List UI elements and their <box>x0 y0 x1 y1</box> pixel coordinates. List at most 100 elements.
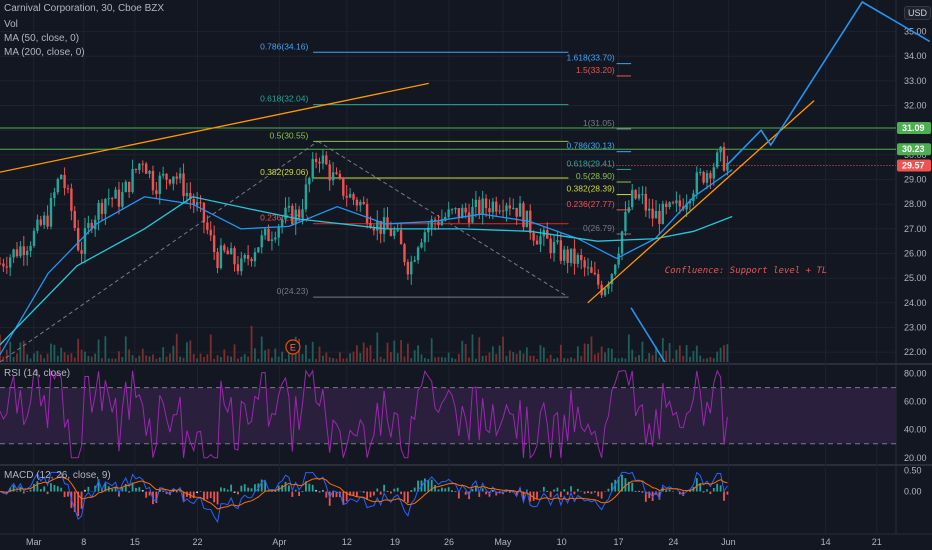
candle-body <box>423 232 427 243</box>
volume-bar <box>67 354 69 362</box>
macd-histogram-bar <box>155 491 158 503</box>
time-tick-label: 19 <box>390 537 400 547</box>
rsi-tick-label: 60.00 <box>904 397 927 407</box>
volume-bar <box>706 358 708 362</box>
candle-body <box>216 252 219 268</box>
macd-histogram-bar <box>372 491 375 496</box>
macd-histogram-bar <box>471 488 474 492</box>
candle-body <box>104 199 107 214</box>
price-tick-label: 22.00 <box>904 347 927 357</box>
macd-histogram-bar <box>423 478 426 492</box>
candle-body <box>263 228 267 236</box>
macd-histogram-bar <box>305 481 307 492</box>
volume-bar <box>702 358 705 362</box>
rsi-legend[interactable]: RSI (14, close) <box>4 368 71 379</box>
candle-body <box>695 172 699 194</box>
volume-bar <box>46 353 49 362</box>
ma200-legend[interactable]: MA (200, close, 0) <box>4 47 85 58</box>
candle-body <box>246 255 250 259</box>
volume-bar <box>349 353 352 362</box>
volume-bar <box>532 355 535 362</box>
volume-bar <box>311 341 314 362</box>
macd-histogram-bar <box>437 489 440 492</box>
macd-histogram-bar <box>376 488 379 492</box>
candle-body <box>410 261 413 275</box>
macd-histogram-bar <box>719 485 722 492</box>
volume-bar <box>233 344 236 362</box>
macd-histogram-bar <box>709 491 712 495</box>
volume-bar <box>84 351 86 362</box>
macd-histogram-bar <box>209 491 212 498</box>
volume-bar <box>634 357 637 362</box>
volume-bar <box>216 355 219 362</box>
macd-histogram-bar <box>131 482 134 492</box>
macd-histogram-bar <box>22 491 25 494</box>
candle-body <box>634 189 637 199</box>
macd-histogram-bar <box>396 487 399 492</box>
candle-body <box>39 219 42 225</box>
macd-histogram-bar <box>230 484 233 492</box>
candle-body <box>121 192 124 207</box>
candle-body <box>563 249 566 261</box>
fib-anchor-line <box>317 140 569 298</box>
volume-bar <box>254 348 256 362</box>
candle-body <box>270 239 274 241</box>
candle-body <box>297 209 301 218</box>
macd-histogram-bar <box>216 491 219 505</box>
volume-bar <box>488 352 491 362</box>
volume-bar <box>264 350 267 362</box>
macd-histogram-bar <box>104 483 107 492</box>
volume-bar <box>240 356 243 362</box>
candle-body <box>450 209 454 211</box>
fib-extension-label: 0.786(30.13) <box>566 141 614 151</box>
candle-body <box>607 284 610 289</box>
candle-body <box>284 207 287 220</box>
volume-bar <box>590 336 593 362</box>
time-tick-label: 10 <box>557 537 567 547</box>
candle-body <box>127 181 131 193</box>
volume-bar <box>288 347 290 362</box>
macd-histogram-bar <box>97 479 100 492</box>
volume-bar <box>709 356 712 362</box>
ma50-legend[interactable]: MA (50, close, 0) <box>4 33 80 44</box>
fib-extension-label: 0.5(28.90) <box>576 171 615 181</box>
volume-bar <box>427 358 430 362</box>
macd-line <box>0 471 728 524</box>
macd-histogram-bar <box>706 489 708 492</box>
macd-histogram-bar <box>590 491 593 494</box>
macd-histogram-bar <box>124 483 127 492</box>
candle-body <box>70 188 73 211</box>
candle-body <box>168 179 172 184</box>
fib-anchor-line <box>0 140 319 363</box>
macd-legend[interactable]: MACD (12, 26, close, 9) <box>4 470 111 481</box>
macd-histogram-bar <box>345 491 348 502</box>
volume-bar <box>600 346 603 362</box>
time-tick-label: Jun <box>721 537 736 547</box>
macd-histogram-bar <box>634 490 637 492</box>
candle-body <box>345 195 348 198</box>
macd-histogram-bar <box>617 476 620 492</box>
volume-bar <box>328 357 331 362</box>
volume-legend[interactable]: Vol <box>4 19 18 30</box>
candle-body <box>83 228 87 254</box>
volume-bar <box>716 351 719 362</box>
candle-body <box>267 228 270 241</box>
candle-body <box>590 267 593 273</box>
symbol-title[interactable]: Carnival Corporation, 30, Cboe BZX <box>4 3 165 14</box>
candle-body <box>413 260 416 262</box>
volume-bar <box>631 349 634 362</box>
candle-body <box>454 208 457 210</box>
candle-body <box>369 223 372 228</box>
macd-histogram-bar <box>179 489 182 492</box>
candle-body <box>665 203 668 207</box>
fib-extension-label: 1.618(33.70) <box>566 53 614 63</box>
candle-body <box>576 255 580 264</box>
volume-bar <box>610 348 613 362</box>
currency-badge[interactable]: USD <box>904 6 932 20</box>
macd-histogram-bar <box>311 484 314 492</box>
macd-histogram-bar <box>33 484 35 492</box>
macd-tick-label: 0.00 <box>904 487 922 497</box>
macd-histogram-bar <box>638 490 640 492</box>
macd-histogram-bar <box>576 488 579 492</box>
